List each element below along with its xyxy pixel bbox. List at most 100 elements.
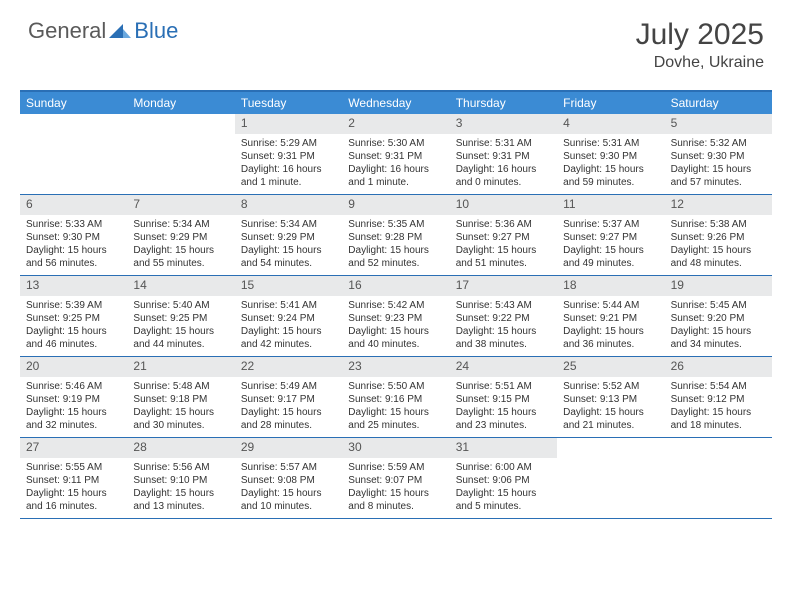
- day-line: Daylight: 15 hours: [26, 487, 121, 500]
- title-block: July 2025 Dovhe, Ukraine: [636, 18, 764, 72]
- day-cell: .: [127, 114, 234, 194]
- weekday-cell: Monday: [127, 92, 234, 114]
- day-line: Sunrise: 5:42 AM: [348, 299, 443, 312]
- day-line: Sunset: 9:20 PM: [671, 312, 766, 325]
- day-line: Sunrise: 5:52 AM: [563, 380, 658, 393]
- day-number: 28: [127, 438, 234, 458]
- day-line: Sunrise: 5:29 AM: [241, 137, 336, 150]
- day-cell: .: [557, 438, 664, 518]
- day-number: 26: [665, 357, 772, 377]
- day-line: and 38 minutes.: [456, 338, 551, 351]
- day-number: 10: [450, 195, 557, 215]
- day-cell: 28Sunrise: 5:56 AMSunset: 9:10 PMDayligh…: [127, 438, 234, 518]
- day-number: 23: [342, 357, 449, 377]
- day-content: Sunrise: 5:42 AMSunset: 9:23 PMDaylight:…: [342, 296, 449, 355]
- day-cell: 13Sunrise: 5:39 AMSunset: 9:25 PMDayligh…: [20, 276, 127, 356]
- day-content: Sunrise: 5:38 AMSunset: 9:26 PMDaylight:…: [665, 215, 772, 274]
- day-line: Sunset: 9:29 PM: [133, 231, 228, 244]
- day-line: Daylight: 15 hours: [133, 244, 228, 257]
- day-line: Sunset: 9:31 PM: [348, 150, 443, 163]
- day-line: Daylight: 15 hours: [671, 406, 766, 419]
- day-line: Sunrise: 5:45 AM: [671, 299, 766, 312]
- day-line: Daylight: 16 hours: [348, 163, 443, 176]
- day-line: Daylight: 15 hours: [348, 487, 443, 500]
- day-line: Sunset: 9:30 PM: [26, 231, 121, 244]
- day-content: Sunrise: 5:54 AMSunset: 9:12 PMDaylight:…: [665, 377, 772, 436]
- day-line: Sunrise: 5:48 AM: [133, 380, 228, 393]
- brand-blue: Blue: [134, 18, 178, 44]
- day-line: and 21 minutes.: [563, 419, 658, 432]
- day-cell: 19Sunrise: 5:45 AMSunset: 9:20 PMDayligh…: [665, 276, 772, 356]
- day-number: 31: [450, 438, 557, 458]
- day-cell: 3Sunrise: 5:31 AMSunset: 9:31 PMDaylight…: [450, 114, 557, 194]
- day-line: Sunset: 9:06 PM: [456, 474, 551, 487]
- day-content: Sunrise: 5:45 AMSunset: 9:20 PMDaylight:…: [665, 296, 772, 355]
- day-number: 16: [342, 276, 449, 296]
- day-line: Sunrise: 5:38 AM: [671, 218, 766, 231]
- day-line: Sunset: 9:29 PM: [241, 231, 336, 244]
- weekday-cell: Tuesday: [235, 92, 342, 114]
- day-line: Sunrise: 5:35 AM: [348, 218, 443, 231]
- day-number: 12: [665, 195, 772, 215]
- day-line: Sunset: 9:18 PM: [133, 393, 228, 406]
- day-cell: 18Sunrise: 5:44 AMSunset: 9:21 PMDayligh…: [557, 276, 664, 356]
- day-number: 14: [127, 276, 234, 296]
- day-content: Sunrise: 5:52 AMSunset: 9:13 PMDaylight:…: [557, 377, 664, 436]
- day-line: Daylight: 15 hours: [26, 244, 121, 257]
- day-line: Daylight: 15 hours: [348, 244, 443, 257]
- calendar: SundayMondayTuesdayWednesdayThursdayFrid…: [20, 90, 772, 519]
- day-line: and 25 minutes.: [348, 419, 443, 432]
- day-line: and 52 minutes.: [348, 257, 443, 270]
- day-cell: 12Sunrise: 5:38 AMSunset: 9:26 PMDayligh…: [665, 195, 772, 275]
- day-cell: 16Sunrise: 5:42 AMSunset: 9:23 PMDayligh…: [342, 276, 449, 356]
- day-line: Sunrise: 5:32 AM: [671, 137, 766, 150]
- day-number: 17: [450, 276, 557, 296]
- day-line: Daylight: 15 hours: [671, 163, 766, 176]
- day-number: 20: [20, 357, 127, 377]
- day-line: Sunrise: 5:44 AM: [563, 299, 658, 312]
- week-row: 27Sunrise: 5:55 AMSunset: 9:11 PMDayligh…: [20, 438, 772, 519]
- day-number: 30: [342, 438, 449, 458]
- day-number: 25: [557, 357, 664, 377]
- day-line: and 51 minutes.: [456, 257, 551, 270]
- day-line: Sunset: 9:30 PM: [563, 150, 658, 163]
- day-cell: .: [665, 438, 772, 518]
- day-cell: 6Sunrise: 5:33 AMSunset: 9:30 PMDaylight…: [20, 195, 127, 275]
- day-number: 8: [235, 195, 342, 215]
- day-content: Sunrise: 5:31 AMSunset: 9:30 PMDaylight:…: [557, 134, 664, 193]
- day-line: Sunset: 9:16 PM: [348, 393, 443, 406]
- day-number: 2: [342, 114, 449, 134]
- day-cell: 5Sunrise: 5:32 AMSunset: 9:30 PMDaylight…: [665, 114, 772, 194]
- day-line: Daylight: 15 hours: [671, 244, 766, 257]
- brand-general: General: [28, 18, 106, 44]
- day-line: Daylight: 15 hours: [133, 325, 228, 338]
- day-content: Sunrise: 5:44 AMSunset: 9:21 PMDaylight:…: [557, 296, 664, 355]
- day-number: 9: [342, 195, 449, 215]
- day-content: Sunrise: 5:56 AMSunset: 9:10 PMDaylight:…: [127, 458, 234, 517]
- day-line: Daylight: 15 hours: [671, 325, 766, 338]
- day-line: and 54 minutes.: [241, 257, 336, 270]
- weekday-header-row: SundayMondayTuesdayWednesdayThursdayFrid…: [20, 92, 772, 114]
- day-number: 11: [557, 195, 664, 215]
- day-line: and 49 minutes.: [563, 257, 658, 270]
- day-line: Sunset: 9:26 PM: [671, 231, 766, 244]
- day-line: Sunset: 9:19 PM: [26, 393, 121, 406]
- day-number: 3: [450, 114, 557, 134]
- day-line: and 42 minutes.: [241, 338, 336, 351]
- day-cell: 31Sunrise: 6:00 AMSunset: 9:06 PMDayligh…: [450, 438, 557, 518]
- day-number: 24: [450, 357, 557, 377]
- day-line: and 36 minutes.: [563, 338, 658, 351]
- day-content: Sunrise: 5:37 AMSunset: 9:27 PMDaylight:…: [557, 215, 664, 274]
- day-line: Daylight: 15 hours: [133, 406, 228, 419]
- day-number: 6: [20, 195, 127, 215]
- day-line: Daylight: 15 hours: [563, 325, 658, 338]
- day-line: Sunrise: 5:54 AM: [671, 380, 766, 393]
- day-line: Sunrise: 5:59 AM: [348, 461, 443, 474]
- day-line: Sunset: 9:31 PM: [241, 150, 336, 163]
- day-line: Daylight: 15 hours: [456, 325, 551, 338]
- day-cell: 24Sunrise: 5:51 AMSunset: 9:15 PMDayligh…: [450, 357, 557, 437]
- day-cell: 27Sunrise: 5:55 AMSunset: 9:11 PMDayligh…: [20, 438, 127, 518]
- day-line: Sunrise: 5:40 AM: [133, 299, 228, 312]
- day-line: Sunset: 9:13 PM: [563, 393, 658, 406]
- day-line: Daylight: 15 hours: [241, 487, 336, 500]
